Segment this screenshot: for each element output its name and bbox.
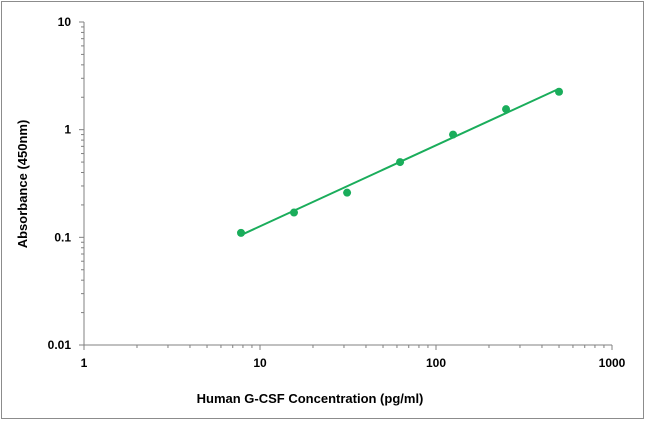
y-tick-label: 1 bbox=[64, 123, 71, 137]
data-point bbox=[502, 105, 511, 114]
x-tick-label: 1000 bbox=[599, 356, 626, 370]
data-points bbox=[237, 87, 564, 237]
x-tick-label: 1 bbox=[81, 356, 88, 370]
data-point bbox=[449, 130, 458, 139]
data-point bbox=[555, 87, 564, 96]
y-tick-label: 0.01 bbox=[48, 338, 72, 352]
y-tick-label: 0.1 bbox=[54, 230, 71, 244]
x-tick-label: 100 bbox=[426, 356, 446, 370]
data-point bbox=[289, 208, 298, 217]
tick-marks bbox=[79, 21, 613, 350]
axes bbox=[83, 22, 612, 346]
y-tick-label: 10 bbox=[58, 15, 72, 29]
data-point bbox=[237, 228, 246, 237]
data-point bbox=[343, 188, 352, 197]
tick-labels: 0.01 0.1 1 10 1 10 100 1000 bbox=[48, 15, 626, 370]
data-point bbox=[396, 158, 405, 167]
y-axis-title: Absorbance (450nm) bbox=[15, 120, 30, 249]
x-tick-label: 10 bbox=[253, 356, 267, 370]
x-axis-title: Human G-CSF Concentration (pg/ml) bbox=[197, 391, 424, 406]
